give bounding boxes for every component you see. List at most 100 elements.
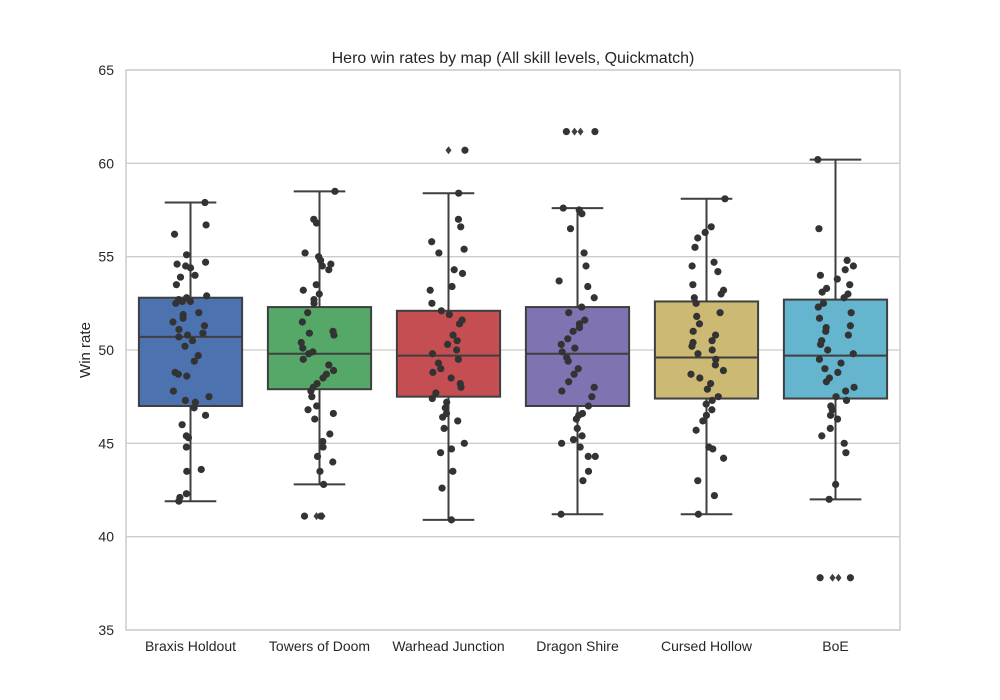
data-point xyxy=(182,251,191,259)
data-point xyxy=(300,512,309,520)
data-point xyxy=(826,411,835,419)
data-point xyxy=(555,277,563,285)
x-tick-label: BoE xyxy=(822,638,848,654)
data-point xyxy=(438,484,446,492)
data-point xyxy=(708,346,716,354)
data-point xyxy=(315,290,323,298)
data-point xyxy=(837,359,845,367)
data-point xyxy=(590,294,598,302)
data-point xyxy=(200,322,209,330)
data-point xyxy=(572,415,580,423)
data-point xyxy=(174,370,182,378)
data-point xyxy=(688,342,696,350)
data-point xyxy=(170,230,179,238)
data-point xyxy=(832,480,840,488)
data-point xyxy=(710,492,719,500)
data-point xyxy=(573,424,581,432)
data-point xyxy=(814,156,822,164)
data-point xyxy=(320,480,328,488)
x-tick-label: Dragon Shire xyxy=(536,638,619,654)
data-point xyxy=(695,320,704,328)
data-point xyxy=(190,404,198,412)
data-point xyxy=(711,331,720,339)
data-point xyxy=(186,264,195,272)
data-point xyxy=(842,387,850,395)
data-point xyxy=(692,426,700,434)
data-point xyxy=(195,309,203,317)
data-point xyxy=(591,452,599,460)
data-point xyxy=(445,310,453,319)
data-point xyxy=(584,467,593,475)
data-point xyxy=(434,359,443,367)
y-tick-label: 60 xyxy=(98,155,114,171)
data-point xyxy=(714,268,722,276)
data-point xyxy=(299,344,307,352)
data-point xyxy=(818,432,826,440)
data-point xyxy=(588,393,596,401)
data-point xyxy=(842,449,850,457)
outlier-marker xyxy=(445,146,452,155)
data-point xyxy=(694,234,702,242)
data-point xyxy=(460,245,468,253)
box-1 xyxy=(266,306,373,391)
data-point xyxy=(708,406,716,414)
data-point xyxy=(816,574,824,582)
x-tick-label: Towers of Doom xyxy=(269,638,370,654)
data-point xyxy=(453,337,461,345)
data-point xyxy=(841,266,849,274)
data-point xyxy=(329,366,338,375)
data-point xyxy=(326,430,334,438)
data-point xyxy=(201,198,209,207)
y-tick-label: 50 xyxy=(98,342,114,358)
data-point xyxy=(719,366,728,375)
data-point xyxy=(311,415,319,423)
outlier-marker xyxy=(835,573,842,582)
data-point xyxy=(453,346,461,354)
y-tick-label: 65 xyxy=(98,62,114,78)
data-point xyxy=(184,434,193,442)
data-point xyxy=(687,370,695,378)
y-tick-label: 55 xyxy=(98,249,114,265)
data-point xyxy=(847,309,855,317)
data-point xyxy=(319,437,327,446)
data-point xyxy=(183,467,191,475)
data-point xyxy=(443,398,451,406)
data-point xyxy=(188,337,197,345)
data-point xyxy=(581,316,589,324)
data-point xyxy=(178,421,186,429)
data-point xyxy=(558,387,566,395)
data-point xyxy=(584,452,592,460)
data-point xyxy=(426,286,434,294)
data-point xyxy=(454,215,463,223)
data-point xyxy=(565,378,573,386)
data-point xyxy=(305,350,313,358)
data-point xyxy=(816,271,824,279)
data-point xyxy=(576,443,584,451)
data-point xyxy=(557,510,565,518)
data-point xyxy=(822,327,830,335)
data-point xyxy=(201,411,210,419)
data-point xyxy=(447,445,456,453)
data-point xyxy=(843,256,851,264)
data-point xyxy=(199,329,207,337)
x-tick-label: Warhead Junction xyxy=(392,638,504,654)
data-point xyxy=(175,497,183,505)
data-point xyxy=(304,406,312,414)
data-point xyxy=(707,380,715,388)
data-point xyxy=(202,221,210,229)
box-2 xyxy=(395,309,502,398)
data-point xyxy=(562,128,570,136)
data-point xyxy=(580,249,588,257)
data-point xyxy=(716,309,724,317)
data-point xyxy=(844,331,852,339)
data-point xyxy=(707,223,715,231)
data-point xyxy=(703,385,712,393)
data-point xyxy=(329,458,337,466)
data-point xyxy=(440,424,448,432)
data-point xyxy=(688,262,696,270)
box-0 xyxy=(137,296,244,408)
data-point xyxy=(825,495,833,503)
data-point xyxy=(444,340,452,348)
data-point xyxy=(428,299,436,307)
data-point xyxy=(307,387,315,395)
